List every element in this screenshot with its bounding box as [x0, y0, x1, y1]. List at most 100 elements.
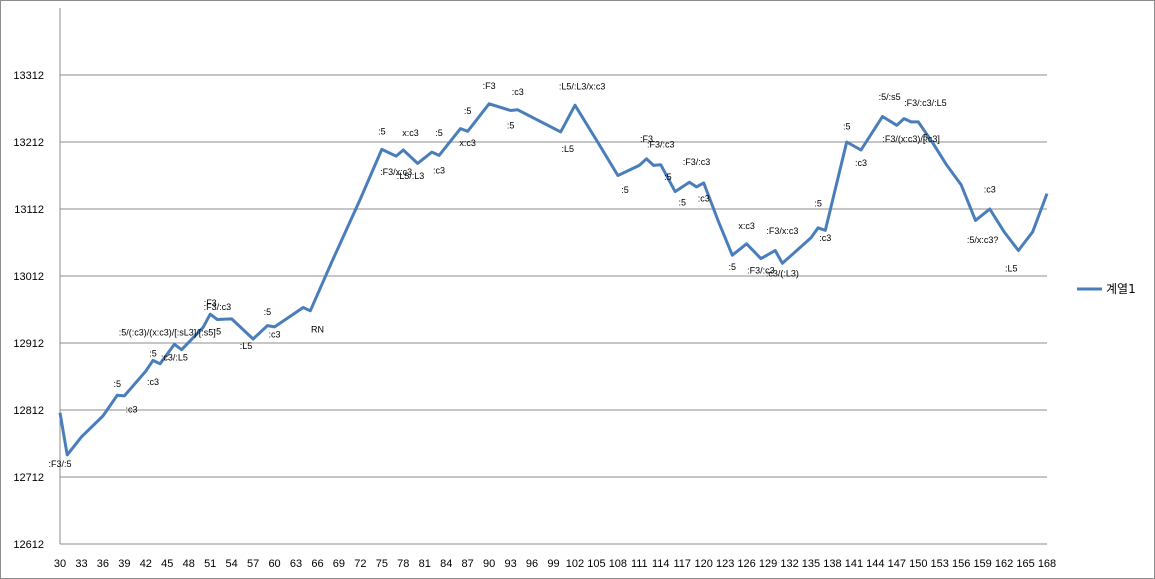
data-label: :F3/x:c3 — [766, 226, 798, 236]
x-tick-label: 36 — [97, 558, 109, 570]
x-tick-label: 153 — [931, 558, 949, 570]
x-tick-label: 111 — [631, 558, 648, 570]
data-label: :F3/:5 — [48, 459, 71, 469]
y-axis-tick-labels: 12612 12712 12812 12912 13012 13112 13212 13312 — [13, 70, 44, 551]
data-label: :c3 — [855, 158, 867, 168]
x-tick-label: 42 — [140, 558, 152, 570]
x-tick-label: 132 — [780, 558, 798, 570]
series-line — [58, 102, 1049, 457]
x-tick-label: 141 — [845, 558, 863, 570]
data-label: :5 — [435, 128, 443, 138]
x-tick-label: 129 — [759, 558, 777, 570]
data-label: :F3/:c3 — [747, 265, 775, 275]
x-tick-label: 126 — [737, 558, 755, 570]
x-tick-label: 54 — [226, 558, 238, 570]
x-tick-label: 165 — [1016, 558, 1034, 570]
x-tick-label: 117 — [673, 558, 691, 570]
x-tick-label: 96 — [526, 558, 538, 570]
data-label: :L5 — [562, 144, 575, 154]
x-tick-label: 87 — [462, 558, 474, 570]
gridlines — [60, 74, 1047, 478]
data-label: :5 — [621, 185, 629, 195]
x-tick-label: 135 — [802, 558, 820, 570]
data-label: :L5/:L3 — [397, 171, 425, 181]
x-tick-label: 39 — [118, 558, 130, 570]
data-label: :5 — [113, 379, 121, 389]
legend-label: 계열1 — [1106, 282, 1136, 296]
data-label: :5 — [264, 307, 272, 317]
data-label: :c3/(:L3) — [766, 269, 799, 279]
x-tick-label: 60 — [268, 558, 280, 570]
data-label: :5 — [678, 198, 686, 208]
data-label: :5/(:c3)/(x:c3)/[:sL3]/[:s5] — [119, 328, 216, 338]
annotations: :F3/:5 :5 :c3 :5 :c3 :5/(:c3)/(x:c3)/[:sL3]/[… — [48, 81, 1017, 469]
x-tick-label: 84 — [440, 558, 452, 570]
y-tick-label: 12712 — [13, 472, 44, 484]
x-tick-label: 51 — [204, 558, 216, 570]
x-tick-label: 150 — [909, 558, 927, 570]
data-label: :F3/:c3 — [204, 302, 232, 312]
series-layer — [58, 102, 1049, 457]
data-label: :F3/x:c3 — [380, 167, 412, 177]
data-label: :L5/:L3/x:c3 — [559, 82, 606, 92]
x-tick-label: 120 — [695, 558, 713, 570]
data-label: :c3 — [269, 330, 281, 340]
data-label: x:c3 — [402, 128, 419, 138]
data-label: :F3 — [640, 134, 653, 144]
x-tick-label: 156 — [952, 558, 970, 570]
x-tick-label: 30 — [54, 558, 66, 570]
x-tick-label: 114 — [652, 558, 670, 570]
x-tick-label: 78 — [397, 558, 409, 570]
x-tick-label: 66 — [311, 558, 323, 570]
x-tick-label: 138 — [823, 558, 841, 570]
y-tick-label: 13212 — [13, 137, 44, 149]
data-label: :5 — [507, 121, 515, 131]
data-label: :5 — [464, 106, 472, 116]
data-label: :5 — [149, 348, 157, 358]
data-label: :L5 — [1005, 263, 1018, 273]
data-label: :5 — [814, 198, 822, 208]
x-tick-label: 168 — [1038, 558, 1056, 570]
data-label: :F3 — [483, 81, 496, 91]
x-tick-label: 63 — [290, 558, 302, 570]
data-label: :5 — [843, 121, 851, 131]
data-label: x:c3 — [738, 221, 755, 231]
x-tick-label: 90 — [483, 558, 495, 570]
x-tick-label: 144 — [866, 558, 884, 570]
x-tick-label: 33 — [75, 558, 87, 570]
x-tick-label: 75 — [376, 558, 388, 570]
x-tick-label: 105 — [587, 558, 605, 570]
data-label: :F3/:c3/:L5 — [904, 98, 947, 108]
y-tick-label: 13312 — [13, 70, 44, 82]
data-label: :L5 — [240, 341, 253, 351]
data-label: :c3/:L5 — [161, 352, 188, 362]
x-axis-tick-labels: 30 33 36 39 42 45 48 51 54 57 60 63 66 69 72 75 78 81 84 87… — [54, 558, 1056, 570]
x-tick-label: 45 — [161, 558, 173, 570]
x-tick-label: 81 — [419, 558, 431, 570]
x-tick-label: 102 — [566, 558, 584, 570]
data-label: RN — [311, 324, 324, 334]
y-tick-label: 13112 — [14, 204, 44, 216]
x-tick-label: 123 — [716, 558, 734, 570]
y-tick-label: 12812 — [13, 405, 44, 417]
data-label: :F3/(x:c3)/[:c3] — [882, 134, 940, 144]
x-tick-label: 48 — [183, 558, 195, 570]
legend: 계열1 — [1077, 282, 1136, 296]
data-label: :c3 — [147, 377, 159, 387]
data-label: :F3/:c3 — [647, 139, 675, 149]
x-tick-label: 162 — [995, 558, 1013, 570]
data-label: :c3 — [126, 405, 138, 415]
x-tick-label: 108 — [609, 558, 627, 570]
data-label: :5 — [214, 326, 222, 336]
y-tick-label: 12912 — [13, 338, 44, 350]
data-label: :F3/:c3 — [683, 157, 711, 167]
data-label: :5 — [378, 127, 386, 137]
data-label: :c3 — [984, 184, 996, 194]
data-label: :F3 — [204, 298, 217, 308]
x-tick-label: 159 — [973, 558, 991, 570]
data-label: :5 — [729, 262, 737, 272]
x-tick-label: 99 — [547, 558, 559, 570]
data-label: :5/x:c3? — [967, 235, 999, 245]
